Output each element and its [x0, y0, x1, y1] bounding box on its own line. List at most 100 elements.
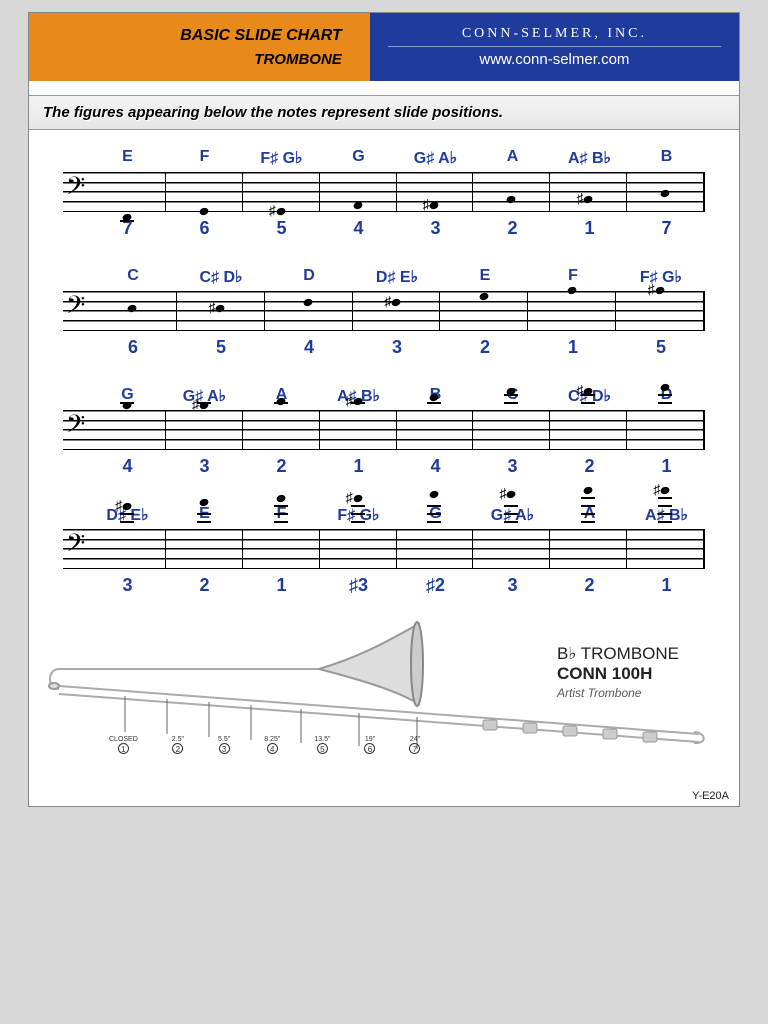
note-cell: [550, 529, 627, 569]
company-name: CONN-SELMER, INC.: [462, 26, 647, 42]
title-line2: TROMBONE: [254, 51, 342, 68]
header-right: CONN-SELMER, INC. www.conn-selmer.com: [370, 13, 739, 81]
note-labels: D♯ E♭EFF♯ G♭GG♯ A♭AA♯ B♭: [89, 505, 705, 525]
note-cell: ♯: [243, 172, 320, 212]
subtitle: The figures appearing below the notes re…: [29, 95, 739, 130]
note-cell: ♯: [616, 291, 705, 331]
bass-clef: 𝄢: [63, 291, 89, 331]
position-number: 1: [529, 337, 617, 358]
note-cell: [473, 410, 550, 450]
note-cell: [320, 172, 397, 212]
position-number: 5: [177, 337, 265, 358]
note-label: A♯ B♭: [551, 148, 628, 168]
note-label: F♯ G♭: [243, 148, 320, 168]
note-labels: GG♯ A♭AA♯ B♭BCC♯ D♭D: [89, 386, 705, 406]
staff: 𝄢♯♯♯: [63, 410, 705, 450]
staff-row: GG♯ A♭AA♯ B♭BCC♯ D♭D𝄢♯♯♯43214321: [63, 386, 705, 477]
note-label: D: [265, 267, 353, 287]
position-number: 2: [474, 218, 551, 239]
company-url: www.conn-selmer.com: [388, 46, 720, 68]
position-number: 7: [628, 218, 705, 239]
slide-pos-label: 13.5"5: [314, 736, 330, 754]
note-cell: ♯: [320, 410, 397, 450]
slide-pos-label: 2.5"2: [172, 736, 184, 754]
note-cell: [627, 410, 705, 450]
staff-cells: ♯♯♯♯: [89, 529, 705, 569]
slide-position-labels: CLOSED12.5"25.5"38.25"413.5"519"624"7: [109, 736, 420, 754]
note-cell: [166, 529, 243, 569]
note-cell: [473, 172, 550, 212]
instrument-line2: CONN 100H: [557, 664, 679, 684]
position-number: 5: [243, 218, 320, 239]
note-cell: [627, 172, 705, 212]
position-number: 1: [628, 575, 705, 596]
position-number: 1: [628, 456, 705, 477]
position-number: 2: [243, 456, 320, 477]
position-number: 3: [474, 575, 551, 596]
note-label: D♯ E♭: [353, 267, 441, 287]
staff-row: CC♯ D♭DD♯ E♭EFF♯ G♭𝄢♯♯♯6543215: [63, 267, 705, 358]
note-label: C♯ D♭: [177, 267, 265, 287]
note-cell: ♯: [627, 529, 705, 569]
note-cell: ♯: [473, 529, 550, 569]
note-labels: EFF♯ G♭GG♯ A♭AA♯ B♭B: [89, 148, 705, 168]
header: BASIC SLIDE CHART TROMBONE CONN-SELMER, …: [29, 13, 739, 81]
slide-positions: 76543217: [89, 218, 705, 239]
position-number: ♯2: [397, 575, 474, 596]
position-number: ♯3: [320, 575, 397, 596]
instrument-line1: B♭ TROMBONE: [557, 644, 679, 664]
note-cell: [89, 172, 166, 212]
position-number: 5: [617, 337, 705, 358]
note-label: A: [474, 148, 551, 168]
slide-pos-label: 8.25"4: [264, 736, 280, 754]
position-number: 4: [265, 337, 353, 358]
staff-cells: ♯♯♯: [89, 172, 705, 212]
position-number: 1: [243, 575, 320, 596]
staff-row: D♯ E♭EFF♯ G♭GG♯ A♭AA♯ B♭𝄢♯♯♯♯321♯3♯2321: [63, 505, 705, 596]
note-cell: [528, 291, 616, 331]
note-label: C: [89, 267, 177, 287]
header-left: BASIC SLIDE CHART TROMBONE: [29, 13, 370, 81]
instrument-text: B♭ TROMBONE CONN 100H Artist Trombone: [557, 644, 679, 700]
note-cell: [89, 410, 166, 450]
slide-positions: 321♯3♯2321: [89, 575, 705, 596]
note-cell: ♯: [320, 529, 397, 569]
note-cell: [397, 529, 474, 569]
staff-cells: ♯ ♯ ♯: [89, 291, 705, 331]
slide-positions: 43214321: [89, 456, 705, 477]
bass-clef: 𝄢: [63, 529, 89, 569]
note-cell: ♯: [177, 291, 265, 331]
slide-pos-label: CLOSED1: [109, 736, 138, 754]
position-number: 4: [397, 456, 474, 477]
slide-positions: 6543215: [89, 337, 705, 358]
position-number: 3: [353, 337, 441, 358]
bass-clef: 𝄢: [63, 410, 89, 450]
note-labels: CC♯ D♭DD♯ E♭EFF♯ G♭: [89, 267, 705, 287]
note-label: F: [166, 148, 243, 168]
note-label: F: [529, 267, 617, 287]
note-label: E: [441, 267, 529, 287]
slide-pos-label: 19"6: [364, 736, 375, 754]
position-number: 2: [166, 575, 243, 596]
note-label: G: [320, 148, 397, 168]
note-cell: [243, 529, 320, 569]
position-number: 6: [89, 337, 177, 358]
staff-cells: ♯♯♯: [89, 410, 705, 450]
position-number: 3: [397, 218, 474, 239]
note-cell: ♯: [353, 291, 441, 331]
instrument-line3: Artist Trombone: [557, 686, 679, 700]
staff-row: EFF♯ G♭GG♯ A♭AA♯ B♭B𝄢♯♯♯76543217: [63, 148, 705, 239]
note-cell: ♯: [550, 172, 627, 212]
slide-pos-label: 24"7: [409, 736, 420, 754]
document-code: Y-E20A: [692, 790, 729, 802]
note-cell: [89, 291, 177, 331]
chart-area: EFF♯ G♭GG♯ A♭AA♯ B♭B𝄢♯♯♯76543217CC♯ D♭DD…: [29, 130, 739, 596]
position-number: 2: [441, 337, 529, 358]
note-cell: ♯: [550, 410, 627, 450]
note-cell: [265, 291, 353, 331]
note-cell: [166, 172, 243, 212]
position-number: 2: [551, 456, 628, 477]
position-number: 1: [551, 218, 628, 239]
document-page: BASIC SLIDE CHART TROMBONE CONN-SELMER, …: [28, 12, 740, 807]
position-number: 1: [320, 456, 397, 477]
